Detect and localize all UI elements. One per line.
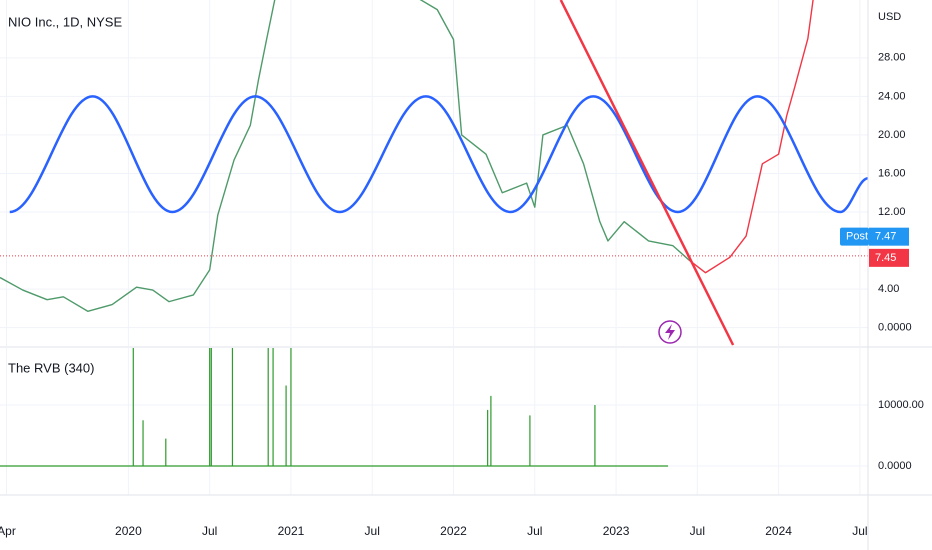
lightning-icon[interactable] [658,320,682,344]
indicator-title: The RVB (340) [8,360,94,375]
chart-title: NIO Inc., 1D, NYSE [8,14,122,29]
currency: USD [878,11,901,23]
y-tick-label: 4.00 [878,283,899,295]
x-tick-label: Apr [0,524,16,538]
post-price-badge [869,227,909,246]
indicator-pane [0,348,669,467]
trend-line [559,0,735,346]
y-tick-label: 12.00 [878,206,906,218]
x-tick-label: 2022 [440,524,467,538]
post-price: 7.47 [875,231,896,243]
close-price: 7.45 [875,252,896,264]
y-tick-label: 0.0000 [878,460,912,472]
x-tick-label: 2024 [765,524,792,538]
close-badge [869,248,909,267]
price-line [0,0,690,312]
price-line [688,0,814,274]
marks [0,0,868,467]
labels: Apr 2020 Jul 2021 Jul 2022 Jul 2023 Jul 2024 Jul 0.… [0,52,924,538]
x-tick-label: 2020 [115,524,142,538]
y-tick-label: 0.0000 [878,322,912,334]
y-tick-label: 10000.00 [878,399,924,411]
y-tick-label: 28.00 [878,52,906,64]
x-tick-label: Jul [852,524,867,538]
x-tick-label: Jul [365,524,380,538]
x-tick-label: Jul [202,524,217,538]
y-tick-label: 24.00 [878,90,906,102]
x-tick-label: Jul [527,524,542,538]
post-label: Post [846,231,868,243]
cycle-wave [9,95,868,214]
y-tick-label: 20.00 [878,129,906,141]
price-pane [0,0,868,346]
x-tick-label: Jul [690,524,705,538]
post-badge [840,227,869,246]
x-tick-label: 2023 [603,524,630,538]
x-tick-label: 2021 [278,524,305,538]
y-tick-label: 16.00 [878,167,906,179]
